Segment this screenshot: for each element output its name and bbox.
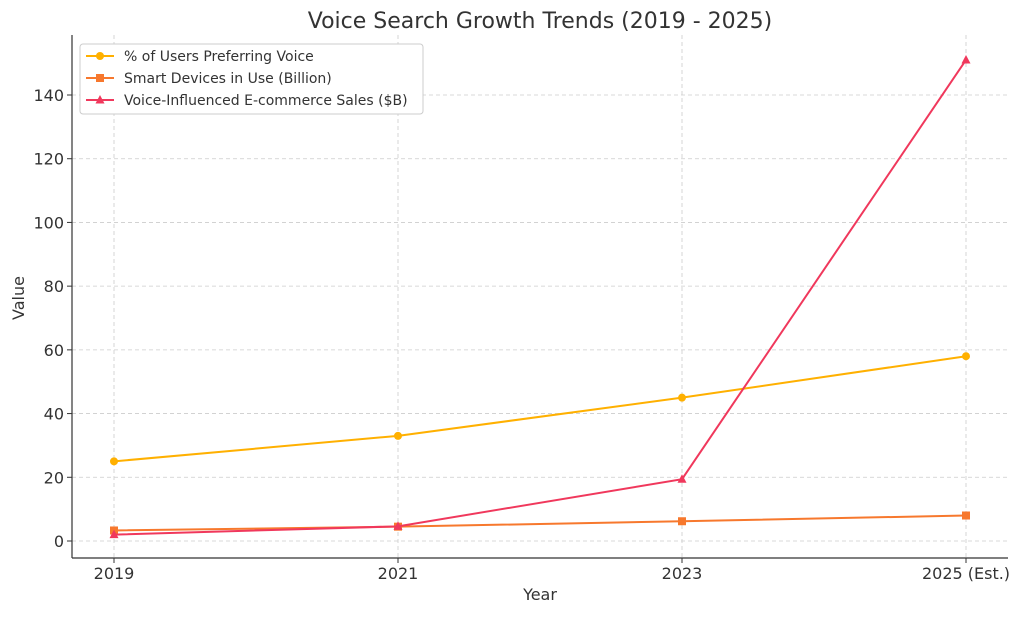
grid <box>72 35 1008 558</box>
data-point <box>678 393 686 402</box>
data-point <box>393 521 403 530</box>
data-point <box>678 517 686 526</box>
legend-label: Voice-Influenced E-commerce Sales ($B) <box>124 93 408 109</box>
x-tick-label: 2021 <box>378 564 419 583</box>
y-tick-label: 120 <box>33 150 64 169</box>
data-point <box>961 54 971 64</box>
x-axis-label: Year <box>522 585 557 604</box>
y-tick-label: 0 <box>54 532 64 551</box>
series-group <box>109 54 971 539</box>
y-axis-label: Value <box>9 276 28 320</box>
data-point <box>962 511 970 520</box>
series-line <box>113 355 967 463</box>
x-tick-label: 2019 <box>94 564 135 583</box>
axes: 0 20 40 60 80 100 120 140 2019 2021 2023 2025 (Est.… <box>33 35 1010 583</box>
data-point <box>962 352 970 361</box>
series-line <box>113 59 967 536</box>
data-point <box>677 474 687 483</box>
legend-marker <box>96 74 104 82</box>
data-point <box>394 431 402 440</box>
y-tick-label: 40 <box>44 405 64 424</box>
y-tick-label: 60 <box>44 341 64 360</box>
y-tick-label: 140 <box>33 86 64 105</box>
chart-title: Voice Search Growth Trends (2019 - 2025) <box>308 9 772 34</box>
x-tick-label: 2025 (Est.) <box>922 564 1010 583</box>
legend-marker <box>95 95 105 104</box>
data-point <box>110 457 118 466</box>
legend-label: % of Users Preferring Voice <box>124 49 314 65</box>
legend-label: Smart Devices in Use (Billion) <box>124 71 332 87</box>
y-tick-label: 80 <box>44 277 64 296</box>
legend-marker <box>96 52 104 60</box>
y-tick-label: 100 <box>33 213 64 232</box>
data-point <box>109 529 119 539</box>
x-tick-label: 2023 <box>662 564 703 583</box>
legend: % of Users Preferring Voice Smart Devices… <box>79 43 424 115</box>
y-tick-label: 20 <box>44 468 64 487</box>
series-line <box>113 514 967 532</box>
legend-box <box>79 43 424 115</box>
